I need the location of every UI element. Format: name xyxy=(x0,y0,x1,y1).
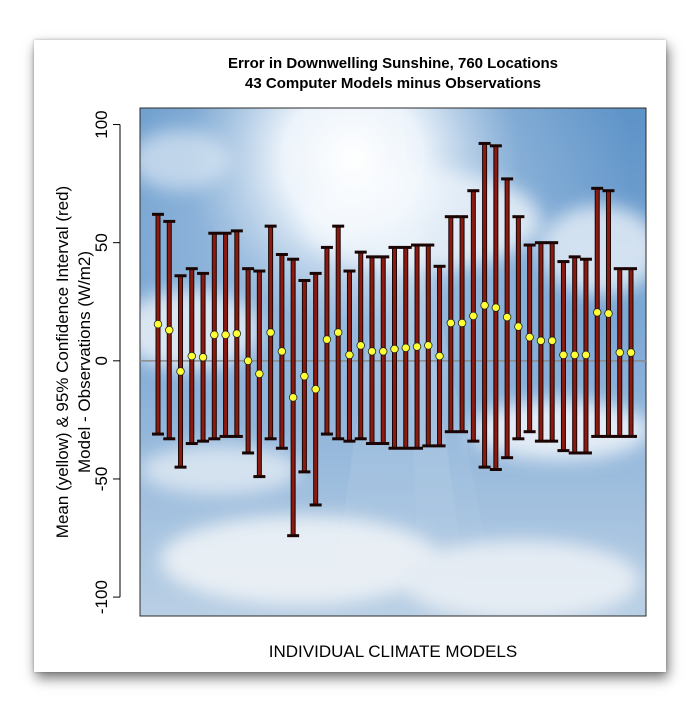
y-tick-label: 100 xyxy=(92,110,111,138)
mean-point xyxy=(165,325,174,335)
mean-point xyxy=(615,348,624,357)
mean-point xyxy=(288,393,298,402)
mean-point xyxy=(525,332,534,342)
y-tick-label: 50 xyxy=(92,233,111,252)
mean-point xyxy=(255,369,264,379)
mean-point xyxy=(221,330,230,340)
x-axis-label: INDIVIDUAL CLIMATE MODELS xyxy=(269,642,517,661)
mean-point xyxy=(243,356,253,366)
mean-point xyxy=(457,318,467,328)
mean-point xyxy=(435,351,444,361)
mean-point xyxy=(547,336,557,345)
chart-title: Error in Downwelling Sunshine, 760 Locat… xyxy=(228,55,558,72)
mean-point xyxy=(232,329,242,338)
mean-point xyxy=(356,341,365,350)
mean-point xyxy=(266,328,275,337)
mean-point xyxy=(502,312,512,322)
y-tick-label: -50 xyxy=(92,467,111,492)
mean-point xyxy=(514,322,523,331)
mean-point xyxy=(593,308,602,317)
chart-subtitle: 43 Computer Models minus Observations xyxy=(245,75,541,92)
mean-point xyxy=(424,341,433,350)
mean-point xyxy=(187,351,196,361)
y-tick-label: -100 xyxy=(92,580,111,614)
mean-point xyxy=(480,301,489,310)
mean-point xyxy=(446,318,456,328)
mean-point xyxy=(401,343,410,353)
mean-point xyxy=(536,336,546,345)
mean-point xyxy=(581,350,591,360)
mean-point xyxy=(412,342,422,351)
mean-point xyxy=(311,384,320,394)
y-axis: 100 50 0 -50 -100 xyxy=(92,110,121,614)
mean-point xyxy=(559,350,568,360)
plot-frame xyxy=(139,107,647,617)
mean-point xyxy=(469,311,478,321)
mean-point xyxy=(570,350,579,360)
mean-point xyxy=(367,347,377,356)
mean-point xyxy=(300,371,309,381)
mean-point xyxy=(176,367,185,376)
mean-point xyxy=(379,347,388,356)
mean-point xyxy=(491,303,501,312)
y-axis-label-line1: Mean (yellow) & 95% Confidence Interval … xyxy=(53,186,72,538)
mean-point xyxy=(626,348,636,357)
mean-point xyxy=(277,347,287,356)
mean-point xyxy=(153,319,163,329)
mean-point xyxy=(210,330,219,340)
mean-point xyxy=(198,353,208,362)
mean-point xyxy=(333,328,343,337)
mean-point xyxy=(390,344,399,354)
mean-point xyxy=(604,309,613,318)
mean-points xyxy=(153,301,636,402)
mean-point xyxy=(345,350,354,360)
y-axis-label-line2: Model - Observations (W/m2) xyxy=(75,251,94,473)
mean-point xyxy=(322,335,332,344)
y-tick-label: 0 xyxy=(92,356,111,365)
